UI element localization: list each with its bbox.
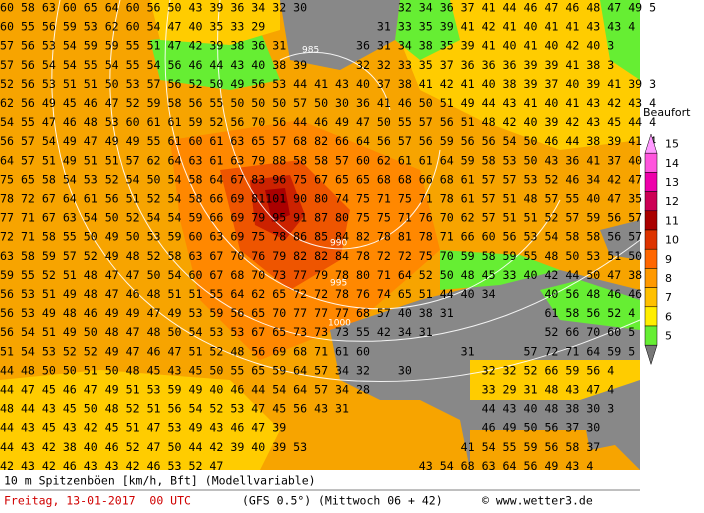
legend-title: Beaufort [643,106,691,119]
value-row: 56 53 49 48 46 49 49 47 49 53 59 56 65 7… [0,306,635,320]
run: (Mittwoch 06 + 42) [318,494,443,508]
legend-label: 11 [665,214,679,227]
value-row: 72 71 58 55 50 49 50 53 59 60 63 69 75 7… [0,230,656,244]
land-mask [580,380,640,450]
field-zone [0,370,280,470]
legend: Beaufort 15 14 13 12 11 10 9 8 7 6 5 [643,106,691,366]
field-zone [395,0,460,60]
value-row: 56 53 51 49 48 47 46 48 51 51 55 64 62 6… [0,287,642,301]
value-row: 48 44 43 45 50 48 52 51 56 54 52 53 47 4… [0,402,614,416]
value-row: 77 71 67 63 54 50 52 54 54 59 66 69 79 9… [0,211,656,225]
legend-label: 13 [665,176,679,189]
value-row: 44 43 45 43 42 45 51 47 53 49 43 46 47 3… [0,421,600,435]
value-row: 57 56 53 54 59 59 55 51 47 42 39 38 36 3… [0,39,614,53]
field [0,0,641,470]
value-row: 44 47 45 46 47 49 51 53 59 49 40 46 44 5… [0,383,614,397]
value-row: 60 58 63 60 65 64 60 56 50 43 39 36 34 3… [0,1,656,15]
isobar-labels: 985 990 995 1000 [302,46,351,329]
source: © www.wetter3.de [482,494,593,508]
legend-swatch [644,287,658,308]
value-row: 44 43 42 38 40 46 52 47 50 44 42 39 40 3… [0,440,600,454]
value-row: 63 58 59 57 52 49 48 52 58 63 67 70 76 7… [0,249,656,263]
value-row: 56 54 51 49 50 48 47 48 50 54 53 53 67 6… [0,325,635,339]
legend-label: 9 [665,253,672,266]
value-row: 51 54 53 52 52 49 47 46 47 51 52 48 56 6… [0,344,635,358]
value-row: 60 55 56 59 53 62 60 54 47 40 35 33 29 3… [0,20,635,34]
legend-label: 12 [665,195,679,208]
legend-label: 7 [665,291,672,304]
value-row: 64 57 51 49 51 51 57 62 64 63 61 63 79 8… [0,153,656,167]
value-row: 59 55 52 51 48 47 47 50 54 60 67 68 70 7… [0,268,642,282]
legend-swatch [644,210,658,231]
field-zone [150,30,280,90]
isobar [279,51,391,111]
value-row: 62 56 49 45 46 47 52 59 58 56 55 50 50 5… [0,96,656,110]
value-grid: 60 58 63 60 65 64 60 56 50 43 39 36 34 3… [0,1,656,473]
footer-bg [0,470,640,513]
legend-swatch [644,152,658,173]
legend-swatch [644,248,658,269]
legend-swatch [644,229,658,250]
value-row: 56 57 54 49 47 49 49 55 61 60 61 63 65 5… [0,134,656,148]
legend-label: 6 [665,310,672,323]
value-row: 78 72 67 64 61 56 51 52 54 58 66 69 8110… [0,192,656,206]
legend-label: 14 [665,157,679,170]
legend-swatch [644,268,658,288]
isobar [51,0,641,383]
legend-below [644,344,658,366]
legend-swatch [644,306,658,327]
legend-swatch [644,172,658,192]
legend-label: 8 [665,272,672,285]
legend-swatch [644,191,658,212]
isobar-label: 985 [302,46,319,56]
isobar-label: 1000 [328,319,351,329]
isobar-label: 990 [330,239,347,249]
value-row: 57 56 54 54 55 54 55 54 56 46 44 43 40 3… [0,58,614,72]
field-zone [400,0,640,150]
isobar [217,0,441,250]
field-zone [600,0,640,80]
value-row: 75 65 58 54 53 52 54 50 54 58 64 67 83 9… [0,172,656,186]
caption: 10 m Spitzenböen [km/h, Bft] (Modellvari… [4,474,316,488]
legend-label: 15 [665,138,679,151]
land-mask [600,220,640,260]
legend-swatch [644,325,658,346]
date: Freitag, 13-01-2017 00 UTC [4,494,191,508]
field-zone [265,188,290,222]
field-zone [540,280,640,330]
value-row: 54 55 47 46 48 53 60 61 61 59 52 56 70 5… [0,115,656,129]
value-row: 52 56 53 51 51 50 53 57 56 52 50 49 56 5… [0,77,656,91]
field-zone [470,360,640,400]
isobar-label: 995 [330,279,347,289]
isobar [109,0,641,342]
legend-label: 10 [665,234,679,247]
value-row: 44 48 50 50 51 50 48 45 43 45 50 55 65 5… [0,363,614,377]
isobar [164,0,561,310]
value-row: 42 43 42 46 43 43 42 46 53 52 47 43 54 6… [0,459,593,473]
legend-label: 5 [665,330,672,343]
model: (GFS 0.5°) [242,494,311,508]
field-zone [150,0,280,45]
